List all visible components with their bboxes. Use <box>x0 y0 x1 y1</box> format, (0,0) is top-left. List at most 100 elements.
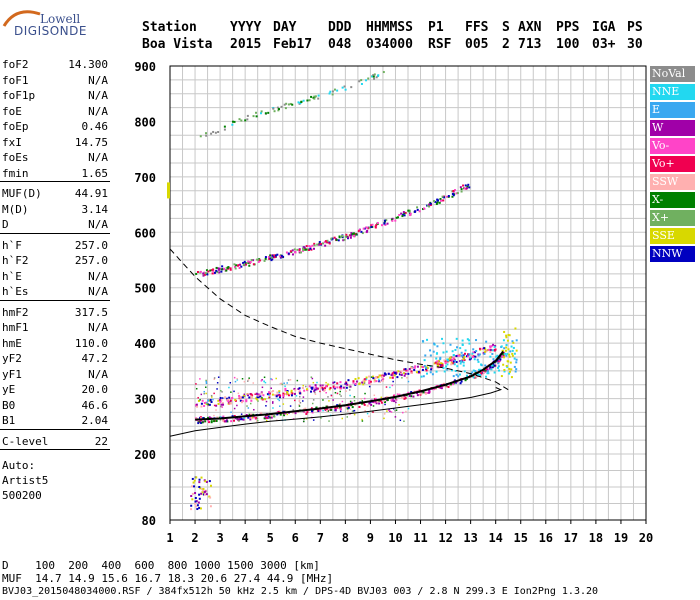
echo-point-spread <box>213 392 215 395</box>
echo-point-spread <box>271 391 273 393</box>
echo-point-spread <box>379 381 381 383</box>
echo-point-f2-upper <box>355 380 358 383</box>
echo-point-second-hop <box>362 227 365 230</box>
echo-point-upper <box>260 110 263 113</box>
echo-point-spread <box>219 416 222 418</box>
echo-point-second-hop <box>218 271 221 274</box>
echo-point-second-hop <box>451 190 454 193</box>
echo-point-f2-upper <box>398 373 401 376</box>
echo-point-cyan-cluster <box>425 372 428 375</box>
param-value: 14.300 <box>68 58 108 71</box>
echo-point-upper <box>371 75 374 78</box>
header-value-ddd: 048 <box>328 37 352 52</box>
echo-point-upper <box>360 79 363 82</box>
echo-point-upper <box>240 119 243 122</box>
echo-point-f2-lower <box>248 413 251 416</box>
echo-point-second-hop <box>376 221 379 224</box>
param-name: fmin <box>2 166 29 180</box>
echo-point-spread <box>257 419 259 422</box>
echo-point-f2-upper <box>284 387 287 390</box>
echo-point-upper <box>231 123 234 126</box>
echo-point-spread <box>272 407 274 409</box>
echo-point-second-hop <box>371 223 374 226</box>
legend-item-nne: NNE <box>650 84 695 100</box>
echo-point-cyan-cluster <box>436 345 439 348</box>
echo-point-spread <box>278 410 280 413</box>
echo-point-f2-upper <box>484 348 487 351</box>
echo-point-f2-upper <box>336 382 339 385</box>
header-value-iga: 03+ <box>592 37 616 52</box>
echo-point-spread <box>213 377 216 379</box>
param-row-params_group3-1: h`F2 257.0 <box>2 254 108 270</box>
echo-point-f2-lower <box>222 415 225 418</box>
echo-point-f2-upper <box>210 401 213 404</box>
echo-point-f2-upper <box>332 385 335 388</box>
echo-point-f2-upper <box>324 385 327 388</box>
y-tick-label: 400 <box>134 337 156 351</box>
echo-point-second-hop <box>423 207 426 210</box>
echo-point-f2-lower <box>440 387 443 390</box>
echo-point-f2-upper <box>414 365 417 368</box>
echo-point-spread <box>345 390 347 392</box>
echo-point-low <box>194 497 197 500</box>
echo-point-f2-upper <box>260 392 263 395</box>
echo-point-f2-upper <box>404 372 407 375</box>
echo-point-spread <box>265 419 268 422</box>
echo-point-cyan-cluster <box>445 365 448 368</box>
echo-point-spread <box>361 420 364 422</box>
header-value-yyyy: 2015 <box>230 37 262 52</box>
param-name: foF1p <box>2 89 36 102</box>
param-name: yF2 <box>2 352 22 365</box>
echo-point-f2-upper <box>440 365 443 368</box>
echo-point-spread <box>268 394 270 396</box>
echo-point-f2-lower <box>424 391 427 394</box>
echo-point-f2-upper <box>298 390 301 393</box>
echo-point-f2-upper <box>422 366 425 369</box>
param-row-params_group1-3: foE N/A <box>2 105 108 121</box>
echo-point-f2-upper <box>310 390 313 393</box>
param-row-params_group1-7: fmin 1.65 <box>2 167 108 183</box>
echo-point-spread <box>283 382 285 384</box>
echo-point-cyan-cluster <box>491 352 494 355</box>
param-value: N/A <box>88 73 108 87</box>
param-name: hmF2 <box>2 305 29 319</box>
x-tick-label: 10 <box>388 531 402 545</box>
echo-point-f2-upper <box>455 355 458 358</box>
echo-point-spread <box>252 382 255 384</box>
x-tick-label: 6 <box>292 531 299 545</box>
echo-point-second-hop <box>366 226 369 229</box>
echo-point-f2-lower <box>245 413 248 416</box>
echo-point-f2-lower <box>200 421 203 424</box>
echo-point-f2-lower <box>267 415 270 418</box>
echo-point-spread <box>313 388 315 390</box>
echo-point-second-hop <box>333 236 336 239</box>
echo-point-upper <box>373 77 376 80</box>
echo-point-f2-lower <box>264 416 267 419</box>
echo-point-spread <box>220 405 222 408</box>
echo-point-f2-lower <box>326 408 329 411</box>
echo-point-f2-upper <box>391 372 394 375</box>
echo-point-upper <box>246 114 249 117</box>
echo-point-spread <box>205 392 207 395</box>
echo-point-spread <box>378 378 380 381</box>
echo-point-f2-lower <box>403 397 406 400</box>
echo-point-low <box>191 492 194 495</box>
header-label-ps: PS <box>627 20 643 35</box>
echo-point-f2-upper <box>228 396 231 399</box>
echo-point-f2-upper <box>489 346 492 349</box>
echo-point-spread <box>199 378 201 380</box>
echo-point-spread <box>348 386 351 388</box>
echo-point-second-hop <box>374 226 377 229</box>
echo-point-f2-lower <box>267 416 270 419</box>
echo-point-upper <box>331 90 334 93</box>
echo-point-spread <box>347 410 349 412</box>
echo-point-second-hop <box>403 214 406 217</box>
param-value: 3.14 <box>81 202 109 216</box>
echo-point-cyan-cluster <box>476 373 479 376</box>
echo-point-spread <box>302 410 305 413</box>
echo-point-low <box>190 495 193 498</box>
echo-point-f2-upper <box>373 377 376 380</box>
echo-point-f2-upper <box>278 396 281 399</box>
echo-point-f2-upper <box>430 367 433 370</box>
